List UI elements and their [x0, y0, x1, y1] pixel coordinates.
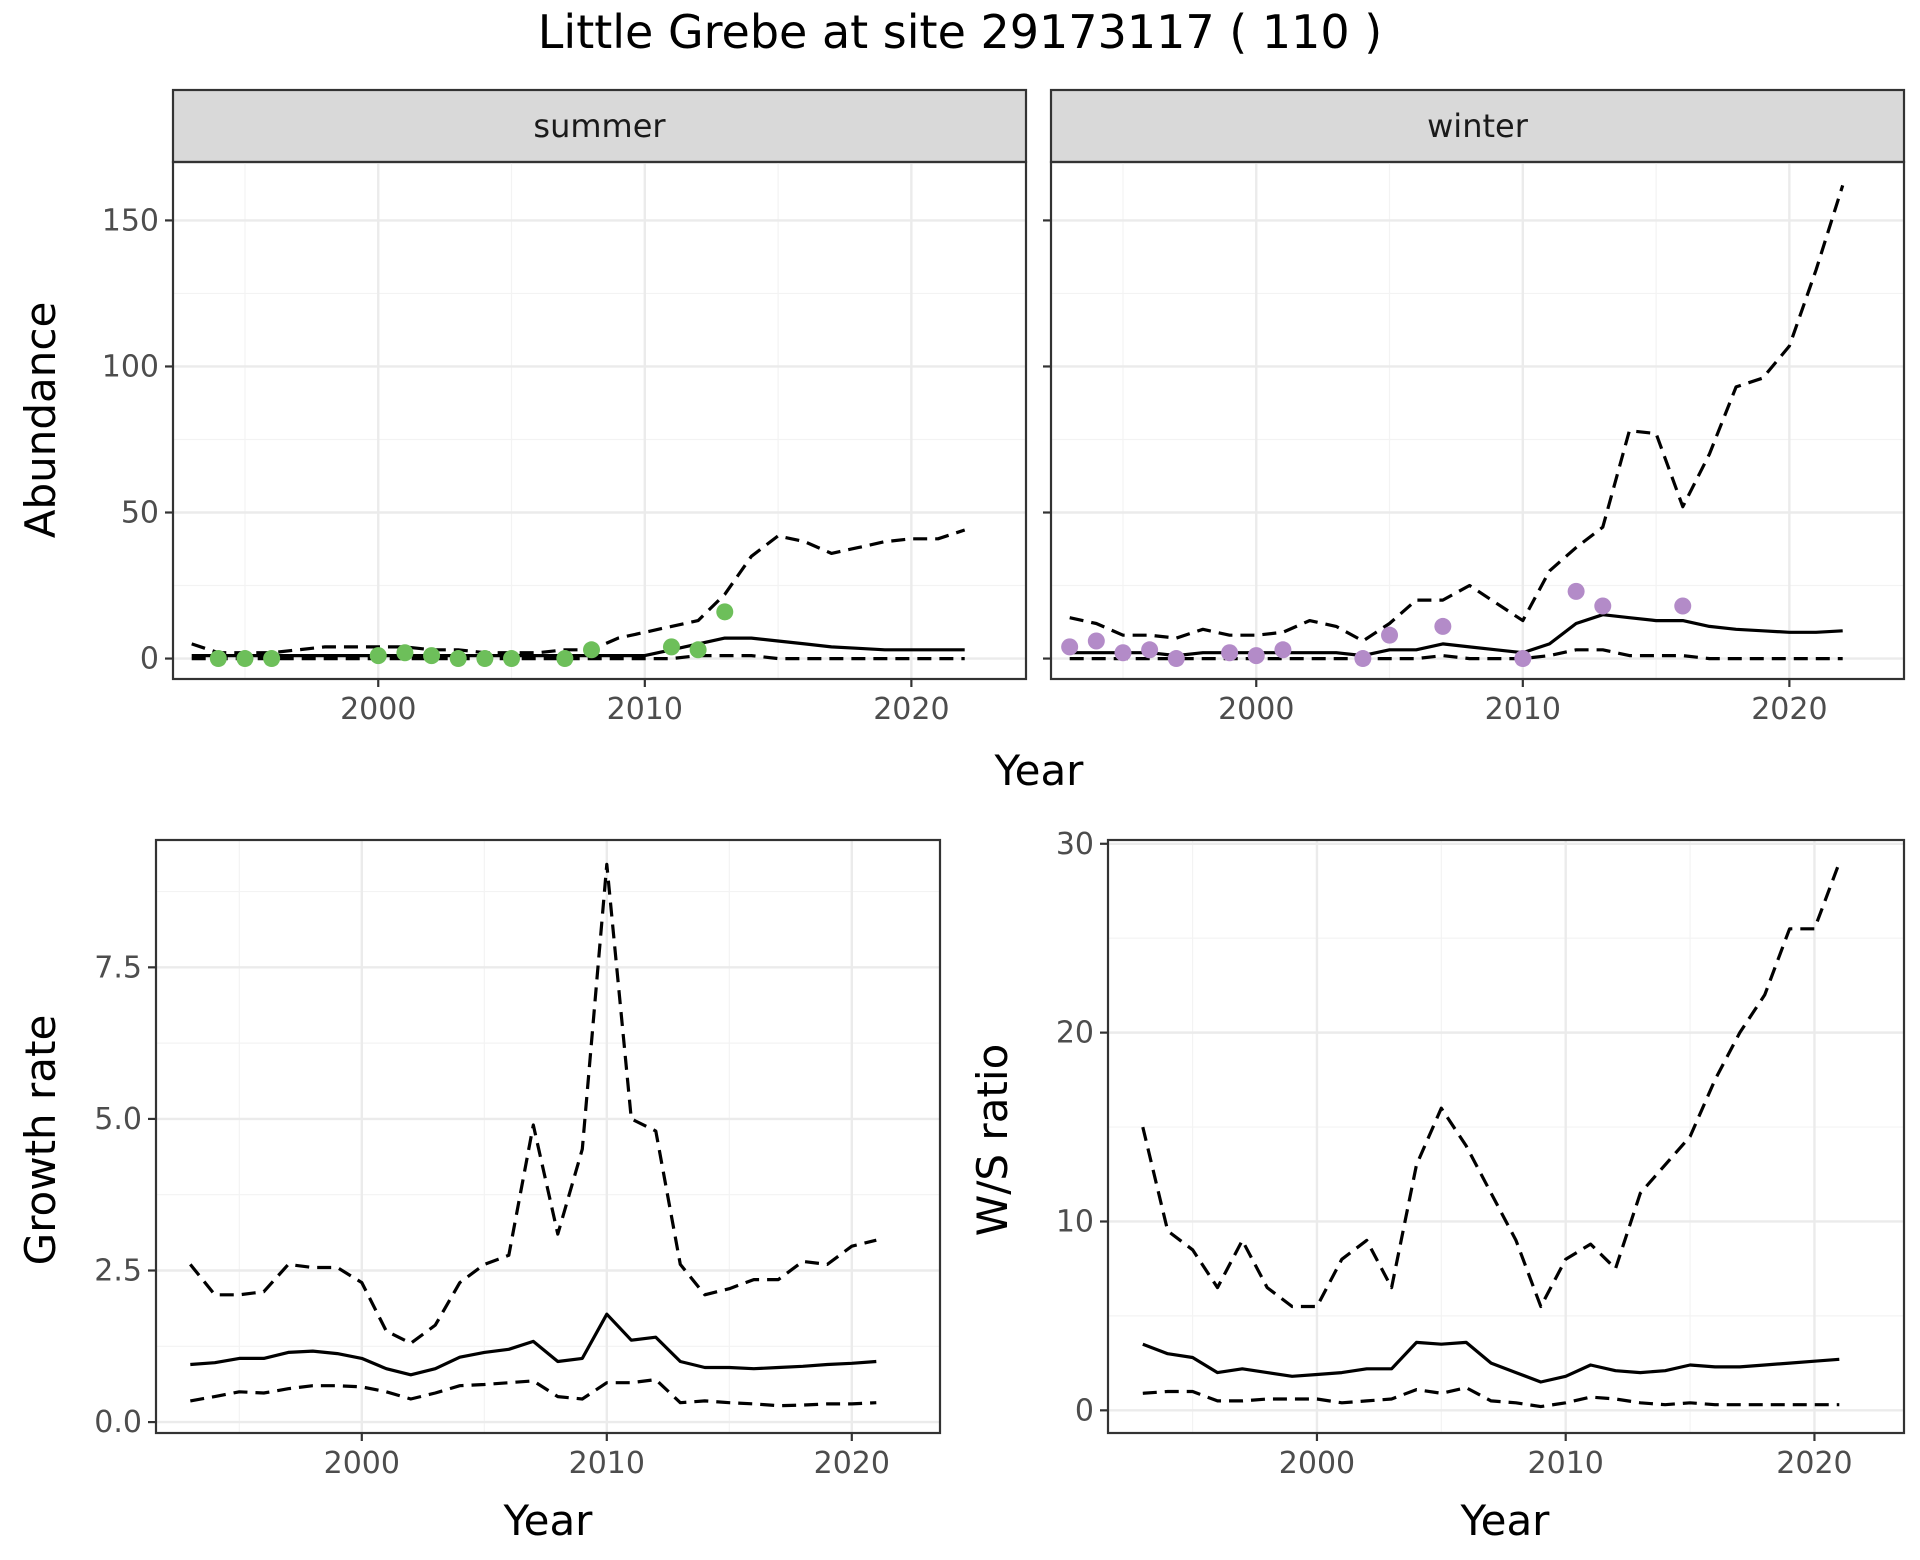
- x-tick-label: 2020: [1751, 692, 1827, 727]
- strip-summer-bg: [171, 88, 1028, 164]
- winter-observation-point: [1354, 650, 1372, 668]
- x-tick-label: 2000: [1218, 692, 1294, 727]
- summer-observation-point: [716, 603, 734, 621]
- winter-observation-point: [1247, 647, 1265, 665]
- x-axis-title-growth: Year: [503, 1496, 594, 1545]
- winter-observation-point: [1087, 632, 1105, 650]
- summer-upper-ci-line: [191, 528, 966, 655]
- chart-title: Little Grebe at site 29173117 ( 110 ): [538, 5, 1382, 59]
- x-tick-label: 2010: [607, 692, 683, 727]
- winter-observation-point: [1567, 582, 1585, 600]
- summer-observation-point: [689, 641, 707, 659]
- growth-panel-border: [154, 838, 942, 1435]
- summer-panel-border: [171, 160, 1028, 681]
- ratio-upper-ci-line: [1141, 862, 1841, 1309]
- x-tick-label: 2020: [814, 1446, 890, 1481]
- x-tick-label: 2000: [340, 692, 416, 727]
- winter-observation-point: [1434, 617, 1452, 635]
- x-axis-title-ratio: Year: [1460, 1496, 1551, 1545]
- summer-observation-point: [369, 647, 387, 665]
- ratio-panel-border: [1106, 838, 1906, 1435]
- winter-upper-ci-line: [1069, 184, 1845, 643]
- strip-summer-label: summer: [533, 107, 666, 145]
- winter-observation-point: [1167, 650, 1185, 668]
- growth-mean-line: [190, 1312, 877, 1377]
- ratio-mean-line: [1142, 1340, 1840, 1384]
- y-tick-label: 0: [140, 642, 159, 677]
- x-tick-label: 2010: [569, 1446, 645, 1481]
- winter-observation-point: [1114, 644, 1132, 662]
- winter-observation-point: [1514, 650, 1532, 668]
- y-tick-label: 0: [1075, 1393, 1094, 1428]
- strip-winter-bg: [1049, 88, 1906, 164]
- x-tick-label: 2000: [1279, 1446, 1355, 1481]
- summer-observation-point: [583, 641, 601, 659]
- summer-observation-point: [662, 638, 680, 656]
- y-tick-label: 30: [1056, 827, 1094, 862]
- y-axis-title-abundance: Abundance: [16, 302, 65, 539]
- summer-observation-point: [423, 647, 441, 665]
- winter-observation-point: [1674, 597, 1692, 615]
- y-tick-label: 100: [102, 349, 159, 384]
- y-tick-label: 150: [102, 203, 159, 238]
- strip-winter-label: winter: [1427, 107, 1529, 145]
- y-tick-label: 2.5: [94, 1254, 142, 1289]
- summer-observation-point: [396, 644, 414, 662]
- summer-observation-point: [449, 650, 467, 668]
- summer-lower-ci-line: [191, 653, 965, 661]
- summer-observation-point: [209, 650, 227, 668]
- y-tick-label: 20: [1056, 1016, 1094, 1051]
- y-tick-label: 7.5: [94, 950, 142, 985]
- y-tick-label: 10: [1056, 1204, 1094, 1239]
- growth-lower-ci-line: [190, 1377, 877, 1408]
- winter-observation-point: [1221, 644, 1239, 662]
- x-tick-label: 2010: [1528, 1446, 1604, 1481]
- summer-observation-point: [503, 650, 521, 668]
- winter-observation-point: [1594, 597, 1612, 615]
- summer-observation-point: [263, 650, 281, 668]
- ratio-lower-ci-line: [1142, 1386, 1840, 1409]
- winter-observation-point: [1381, 626, 1399, 644]
- summer-observation-point: [556, 650, 574, 668]
- y-tick-label: 5.0: [94, 1102, 142, 1137]
- growth-upper-ci-line: [189, 862, 877, 1345]
- panel-ws-ratio: 2000 2010 2020 0 10 20 30: [1056, 827, 1906, 1481]
- y-tick-label: 50: [121, 496, 159, 531]
- winter-panel-border: [1049, 160, 1906, 681]
- x-tick-label: 2010: [1485, 692, 1561, 727]
- panel-summer: 2000 2010 2020 0 50 100 150: [102, 160, 1028, 727]
- y-axis-title-growth-rate: Growth rate: [16, 1015, 65, 1266]
- x-axis-title-top: Year: [994, 746, 1085, 795]
- panel-winter: 2000 2010 2020: [1043, 160, 1906, 727]
- x-tick-label: 2000: [324, 1446, 400, 1481]
- winter-observation-point: [1061, 638, 1079, 656]
- y-tick-label: 0.0: [94, 1405, 142, 1440]
- winter-lower-ci-line: [1069, 648, 1843, 661]
- x-tick-label: 2020: [873, 692, 949, 727]
- x-tick-label: 2020: [1776, 1446, 1852, 1481]
- winter-observation-point: [1274, 641, 1292, 659]
- summer-observation-point: [476, 650, 494, 668]
- summer-observation-point: [236, 650, 254, 668]
- winter-mean-line: [1069, 613, 1843, 658]
- summer-mean-line: [191, 636, 965, 658]
- y-axis-title-ws-ratio: W/S ratio: [968, 1044, 1017, 1237]
- panel-growth-rate: 2000 2010 2020 0.0 2.5 5.0 7.5: [94, 838, 942, 1481]
- winter-observation-point: [1141, 641, 1159, 659]
